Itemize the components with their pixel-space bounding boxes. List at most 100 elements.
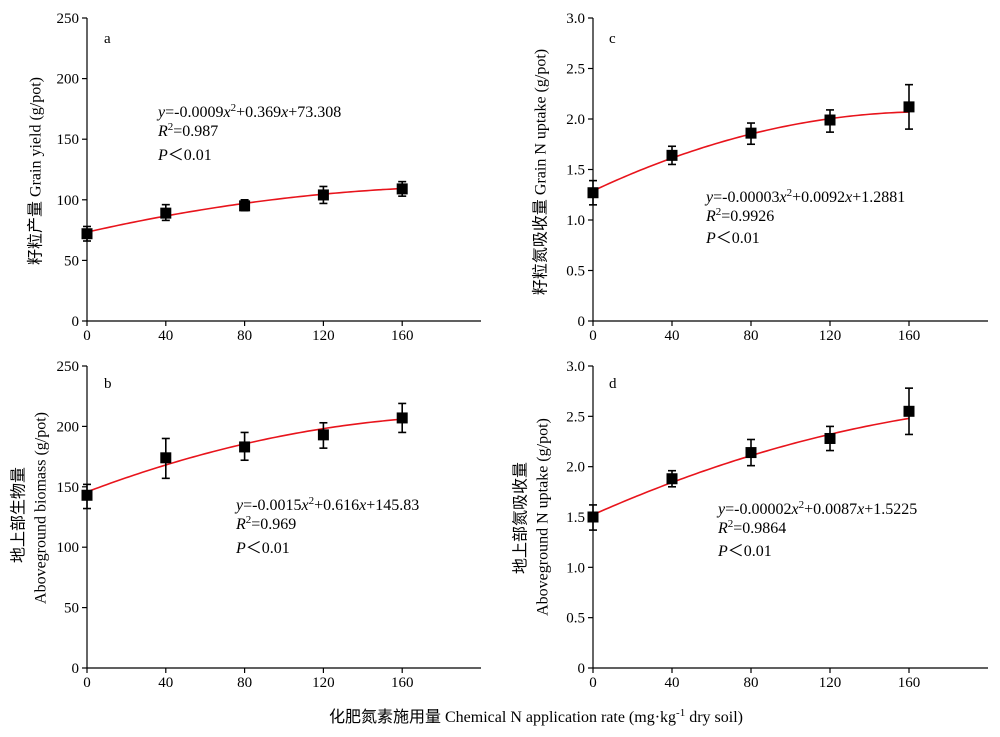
y-tick-label: 100 xyxy=(57,193,80,209)
data-point xyxy=(903,101,915,113)
r-squared-label-part: 2 xyxy=(246,514,252,526)
r-squared-label-part: 2 xyxy=(716,206,722,218)
data-point xyxy=(317,189,329,201)
y-tick-label: 1.0 xyxy=(566,560,585,576)
x-tick-label: 0 xyxy=(83,675,91,691)
regression-equation-part: 2 xyxy=(309,495,315,507)
x-tick-label: 0 xyxy=(83,328,91,344)
y-tick-label: 200 xyxy=(57,72,80,88)
panel-d: 0 0.5 1.0 1.5 2.0 2.5 3.0 0 40 80 120 160 d y=-0.0000… xyxy=(512,359,988,691)
p-value-label: P＜0.01 xyxy=(705,230,760,247)
x-tick-label: 80 xyxy=(237,675,252,691)
data-point xyxy=(81,228,93,240)
y-tick-label: 150 xyxy=(57,480,80,496)
regression-equation-part: +0.0092 xyxy=(792,189,845,206)
y-tick-label: 2.5 xyxy=(566,62,585,78)
y-tick-label: 0 xyxy=(578,314,586,330)
data-point xyxy=(824,432,836,444)
p-value-label-part: P xyxy=(705,230,716,247)
p-value-label: P＜0.01 xyxy=(157,147,212,164)
r-squared-label: R2=0.9926 xyxy=(705,206,774,225)
data-point xyxy=(745,127,757,139)
data-point xyxy=(587,511,599,523)
x-axis-label-part: -1 xyxy=(676,707,685,719)
r-squared-label-part: 2 xyxy=(168,121,174,133)
regression-equation: y=-0.0009x2+0.369x+73.308 xyxy=(156,102,341,121)
y-axis-label: 籽粒产量 Grain yield (g/pot) xyxy=(27,77,45,265)
x-tick-label: 160 xyxy=(898,328,921,344)
p-value-label: P＜0.01 xyxy=(235,540,290,557)
y-tick-label: 1.0 xyxy=(566,213,585,229)
x-tick-label: 80 xyxy=(744,328,759,344)
y-tick-label: 250 xyxy=(57,11,80,27)
y-tick-label: 2.0 xyxy=(566,112,585,128)
regression-equation: y=-0.00003x2+0.0092x+1.2881 xyxy=(704,187,905,206)
regression-equation-part: =-0.00003 xyxy=(713,189,779,206)
data-point xyxy=(666,149,678,161)
regression-equation-part: +1.5225 xyxy=(864,501,917,518)
regression-equation-part: +73.308 xyxy=(288,104,341,121)
regression-equation-part: =-0.00002 xyxy=(725,501,791,518)
y-tick-label: 1.5 xyxy=(566,163,585,179)
x-axis-label: 化肥氮素施用量 Chemical N application rate (mg·… xyxy=(329,707,743,726)
y-tick-label: 50 xyxy=(64,601,79,617)
regression-equation-part: x xyxy=(280,104,288,121)
data-point xyxy=(824,114,836,126)
r-squared-label-part: R xyxy=(157,123,168,140)
data-point xyxy=(239,441,251,453)
p-value-label-part: P xyxy=(717,543,728,560)
x-tick-label: 40 xyxy=(158,328,173,344)
p-value-label-part: ＜0.01 xyxy=(716,230,760,247)
y-tick-label: 0.5 xyxy=(566,264,585,280)
y-tick-label: 1.5 xyxy=(566,510,585,526)
regression-equation-part: +0.0087 xyxy=(804,501,857,518)
regression-equation-part: +0.369 xyxy=(236,104,281,121)
y-tick-label: 0.5 xyxy=(566,611,585,627)
regression-equation-part: x xyxy=(778,189,786,206)
data-point xyxy=(396,412,408,424)
regression-equation-part: y xyxy=(716,501,726,518)
data-point xyxy=(903,405,915,417)
x-tick-label: 0 xyxy=(589,328,597,344)
r-squared-label: R2=0.969 xyxy=(235,514,296,533)
y-axis-label: Aboveground biomass (g/pot) xyxy=(33,412,50,604)
p-value-label: P＜0.01 xyxy=(717,543,772,560)
r-squared-label-part: =0.9926 xyxy=(721,208,774,225)
x-tick-label: 0 xyxy=(589,675,597,691)
data-point xyxy=(160,452,172,464)
x-tick-label: 80 xyxy=(744,675,759,691)
x-tick-label: 80 xyxy=(237,328,252,344)
data-point xyxy=(396,183,408,195)
x-tick-label: 120 xyxy=(312,328,335,344)
r-squared-label-part: R xyxy=(717,520,728,537)
y-axis-label: 地上部生物量 xyxy=(10,467,28,563)
p-value-label-part: ＜0.01 xyxy=(728,543,772,560)
y-tick-label: 3.0 xyxy=(566,359,585,375)
y-axis-label: 籽粒氮吸收量 Grain N uptake (g/pot) xyxy=(532,49,550,295)
panel-label: d xyxy=(609,376,617,392)
x-tick-label: 120 xyxy=(819,675,842,691)
y-tick-label: 250 xyxy=(57,359,80,375)
regression-equation-part: y xyxy=(156,104,166,121)
y-axis-label: 地上部氮吸收量 xyxy=(512,462,530,574)
r-squared-label: R2=0.9864 xyxy=(717,518,786,537)
y-tick-label: 0 xyxy=(578,661,586,677)
panel-label: a xyxy=(104,31,111,47)
data-point xyxy=(587,187,599,199)
x-tick-label: 160 xyxy=(391,328,414,344)
panel-label: b xyxy=(104,376,112,392)
r-squared-label-part: R xyxy=(705,208,716,225)
y-tick-label: 2.0 xyxy=(566,460,585,476)
x-tick-label: 160 xyxy=(391,675,414,691)
regression-equation-part: +1.2881 xyxy=(852,189,905,206)
panel-label: c xyxy=(609,31,616,47)
y-tick-label: 100 xyxy=(57,540,80,556)
y-tick-label: 3.0 xyxy=(566,11,585,27)
r-squared-label-part: 2 xyxy=(728,518,734,530)
regression-equation-part: x xyxy=(844,189,852,206)
y-tick-label: 2.5 xyxy=(566,409,585,425)
